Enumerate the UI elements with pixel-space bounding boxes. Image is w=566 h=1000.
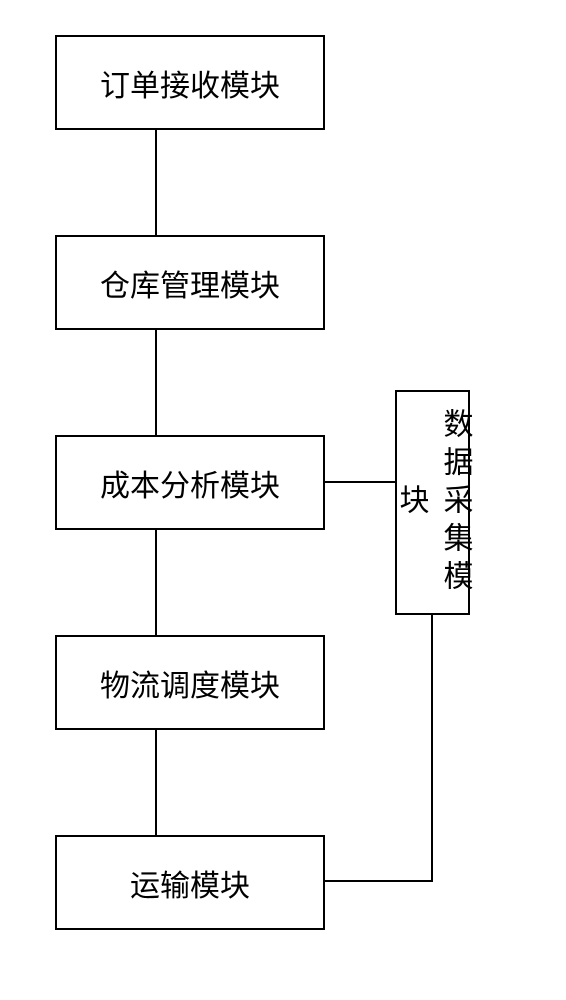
node-label: 数据采集模块 <box>389 392 477 613</box>
node-label: 成本分析模块 <box>100 461 280 505</box>
node-label: 仓库管理模块 <box>100 261 280 305</box>
connector-n3-side <box>325 481 395 483</box>
node-cost-analysis: 成本分析模块 <box>55 435 325 530</box>
node-transport: 运输模块 <box>55 835 325 930</box>
connector-n3-n4 <box>155 530 157 635</box>
connector-side-down <box>431 615 433 882</box>
node-order-receive: 订单接收模块 <box>55 35 325 130</box>
connector-side-n5 <box>325 880 433 882</box>
node-logistics-dispatch: 物流调度模块 <box>55 635 325 730</box>
node-data-collection: 数据采集模块 <box>395 390 470 615</box>
node-warehouse-mgmt: 仓库管理模块 <box>55 235 325 330</box>
connector-n1-n2 <box>155 130 157 235</box>
node-label: 物流调度模块 <box>100 661 280 705</box>
node-label: 订单接收模块 <box>100 61 280 105</box>
connector-n2-n3 <box>155 330 157 435</box>
connector-n4-n5 <box>155 730 157 835</box>
node-label: 运输模块 <box>130 861 250 905</box>
